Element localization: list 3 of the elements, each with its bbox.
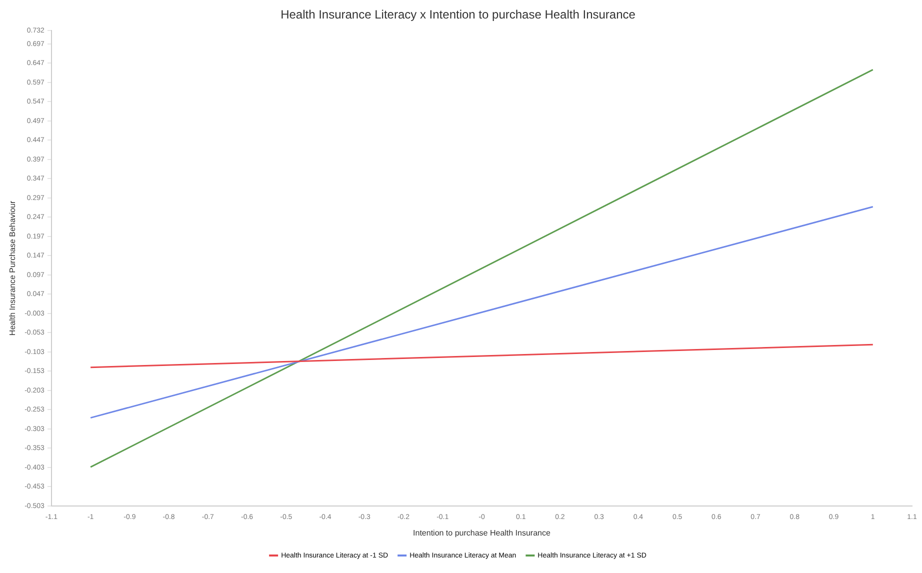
x-axis-title: Intention to purchase Health Insurance [413, 528, 551, 538]
chart-title: Health Insurance Literacy x Intention to purchase Health Insurance [280, 8, 636, 22]
y-axis-title: Health Insurance Purchase Behaviour [8, 200, 18, 336]
